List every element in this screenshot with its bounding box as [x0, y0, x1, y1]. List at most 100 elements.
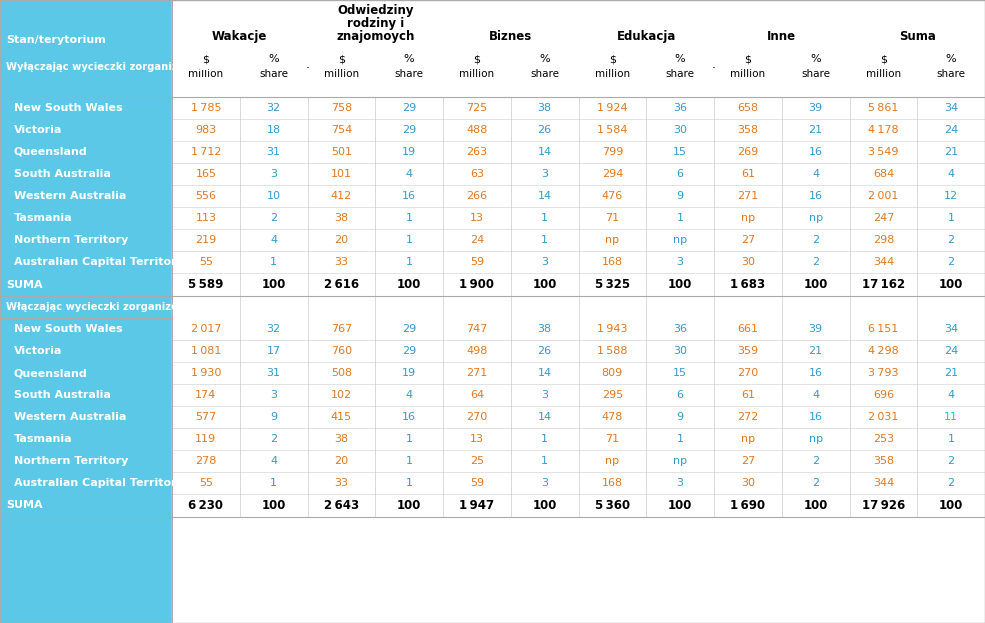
Text: 31: 31	[267, 147, 281, 157]
Text: %: %	[268, 54, 279, 64]
Text: 2 616: 2 616	[324, 278, 359, 291]
Text: 2 017: 2 017	[191, 324, 221, 334]
Text: 294: 294	[602, 169, 624, 179]
Text: 2: 2	[948, 235, 954, 245]
Text: 4: 4	[948, 390, 954, 400]
Bar	[172, 0, 985, 623]
Text: 1: 1	[406, 456, 413, 466]
Text: 34: 34	[944, 103, 958, 113]
Text: 4 178: 4 178	[868, 125, 898, 135]
Text: 1 584: 1 584	[597, 125, 627, 135]
Text: 2: 2	[270, 213, 277, 223]
Text: Tasmania: Tasmania	[14, 434, 73, 444]
Text: $: $	[745, 54, 752, 64]
Text: 754: 754	[331, 125, 352, 135]
Text: 1: 1	[270, 478, 277, 488]
Text: Victoria: Victoria	[14, 125, 62, 135]
Text: 21: 21	[944, 147, 958, 157]
Text: 10: 10	[267, 191, 281, 201]
Text: 24: 24	[944, 125, 958, 135]
Text: 26: 26	[538, 346, 552, 356]
Text: 16: 16	[809, 147, 822, 157]
Text: 59: 59	[470, 257, 484, 267]
Text: 6 151: 6 151	[868, 324, 898, 334]
Text: Biznes: Biznes	[490, 30, 532, 43]
Text: Włączając wycieczki zorganizowane: Włączając wycieczki zorganizowane	[6, 302, 208, 312]
Text: 760: 760	[331, 346, 352, 356]
Text: Wyłączając wycieczki zorganizowane: Wyłączając wycieczki zorganizowane	[6, 62, 215, 72]
Text: 661: 661	[738, 324, 758, 334]
Text: South Australia: South Australia	[14, 390, 111, 400]
Text: 4: 4	[812, 169, 820, 179]
Text: 32: 32	[267, 103, 281, 113]
Text: 6: 6	[677, 169, 684, 179]
Text: 4 298: 4 298	[868, 346, 898, 356]
Text: 4: 4	[270, 235, 277, 245]
Text: 38: 38	[538, 103, 552, 113]
Text: 2: 2	[812, 257, 820, 267]
Text: 271: 271	[466, 368, 488, 378]
Text: 2 643: 2 643	[324, 499, 359, 512]
Text: np: np	[606, 456, 620, 466]
Text: 266: 266	[466, 191, 488, 201]
Text: 488: 488	[466, 125, 488, 135]
Text: 1: 1	[677, 213, 684, 223]
Text: .: .	[305, 58, 309, 71]
Text: million: million	[324, 69, 359, 79]
Text: 3 549: 3 549	[868, 147, 898, 157]
Text: 4: 4	[406, 169, 413, 179]
Text: np: np	[741, 213, 755, 223]
Text: 16: 16	[402, 412, 416, 422]
Text: 4: 4	[948, 169, 954, 179]
Text: 1 900: 1 900	[459, 278, 494, 291]
Text: 1 947: 1 947	[459, 499, 494, 512]
Text: 2: 2	[948, 478, 954, 488]
Text: 14: 14	[538, 368, 552, 378]
Text: million: million	[866, 69, 901, 79]
Text: 270: 270	[737, 368, 758, 378]
Text: 2: 2	[812, 456, 820, 466]
Text: 36: 36	[673, 103, 688, 113]
Text: np: np	[673, 235, 688, 245]
Text: 1: 1	[541, 434, 548, 444]
Text: 100: 100	[804, 278, 827, 291]
Text: 4: 4	[270, 456, 277, 466]
Text: 17 162: 17 162	[862, 278, 905, 291]
Text: 16: 16	[402, 191, 416, 201]
Text: 344: 344	[873, 478, 894, 488]
Text: 3: 3	[270, 169, 277, 179]
Text: 59: 59	[470, 478, 484, 488]
Text: 983: 983	[195, 125, 217, 135]
Text: 100: 100	[533, 278, 557, 291]
Text: 38: 38	[334, 434, 349, 444]
Text: 12: 12	[944, 191, 958, 201]
Text: Northern Territory: Northern Territory	[14, 235, 128, 245]
Text: 15: 15	[673, 147, 688, 157]
Text: 29: 29	[402, 125, 417, 135]
Text: 725: 725	[466, 103, 488, 113]
Text: Odwiedziny: Odwiedziny	[337, 4, 414, 17]
Text: 359: 359	[738, 346, 758, 356]
Text: 100: 100	[939, 278, 963, 291]
Text: 799: 799	[602, 147, 624, 157]
Text: 1: 1	[541, 213, 548, 223]
Text: 3: 3	[541, 390, 548, 400]
Text: 1 930: 1 930	[191, 368, 221, 378]
Text: Australian Capital Territory: Australian Capital Territory	[14, 478, 184, 488]
Text: $: $	[609, 54, 616, 64]
Text: 658: 658	[738, 103, 758, 113]
Text: 219: 219	[195, 235, 217, 245]
Text: znajomoych: znajomoych	[336, 30, 415, 43]
Text: share: share	[666, 69, 694, 79]
Text: 119: 119	[195, 434, 217, 444]
Text: 100: 100	[668, 499, 692, 512]
Text: 29: 29	[402, 103, 417, 113]
Text: 1 690: 1 690	[730, 499, 765, 512]
Text: million: million	[730, 69, 765, 79]
Text: 27: 27	[741, 456, 755, 466]
Text: 412: 412	[331, 191, 352, 201]
Text: share: share	[259, 69, 289, 79]
Text: 2: 2	[812, 235, 820, 245]
Text: 63: 63	[470, 169, 484, 179]
Text: 476: 476	[602, 191, 623, 201]
